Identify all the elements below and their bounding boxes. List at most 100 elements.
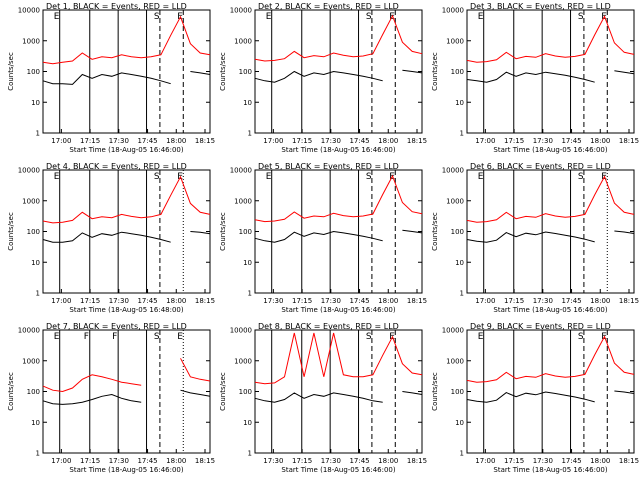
x-tick-label: 17:45	[349, 457, 369, 465]
lld-series-line	[180, 358, 211, 382]
x-axis-label: Start Time (18-Aug-05 16:48:00)	[69, 306, 183, 314]
x-tick-label: 18:00	[378, 457, 398, 465]
time-marker-label: E	[266, 172, 272, 182]
y-tick-label: 1000	[446, 357, 464, 365]
x-tick-label: 18:00	[166, 297, 186, 305]
lld-series-line	[254, 14, 423, 62]
time-marker-label: S	[154, 172, 160, 182]
events-series-line	[466, 231, 595, 243]
events-series-line	[42, 393, 142, 405]
x-axis-label: Start Time (18-Aug-05 16:46:00)	[493, 306, 607, 314]
chart-title: Det 5, BLACK = Events, RED = LLD	[258, 162, 399, 171]
x-tick-label: 18:15	[407, 457, 427, 465]
x-tick-label: 17:45	[349, 137, 369, 145]
y-tick-label: 10	[455, 99, 464, 107]
y-tick-label: 10000	[230, 7, 252, 15]
y-tick-label: 10	[31, 259, 40, 267]
events-series-line	[614, 70, 635, 75]
y-tick-label: 1	[248, 290, 252, 298]
y-tick-label: 10000	[18, 7, 40, 15]
time-marker-label: S	[154, 12, 160, 22]
y-axis-label: Counts/sec	[431, 52, 439, 91]
x-tick-label: 17:00	[475, 297, 495, 305]
y-tick-label: 1	[36, 130, 40, 138]
chart-title: Det 3, BLACK = Events, RED = LLD	[470, 2, 611, 11]
x-tick-label: 17:00	[263, 137, 283, 145]
y-tick-label: 10000	[230, 167, 252, 175]
chart-panel-6: Det 6, BLACK = Events, RED = LLD 1 10 100 10…	[431, 162, 639, 314]
lld-series-line	[466, 335, 635, 383]
x-tick-label: 17:00	[51, 297, 71, 305]
x-tick-label: 18:15	[619, 457, 639, 465]
events-series-line	[402, 391, 423, 395]
x-tick-label: 17:45	[561, 297, 581, 305]
y-tick-label: 100	[239, 228, 252, 236]
time-marker-label: E	[266, 12, 272, 22]
x-axis-label: Start Time (18-Aug-05 16:46:00)	[281, 466, 395, 474]
x-tick-label: 17:30	[321, 137, 341, 145]
time-marker-label: S	[578, 172, 584, 182]
time-marker-label: E	[54, 172, 60, 182]
x-tick-label: 17:45	[137, 297, 157, 305]
y-axis-label: Counts/sec	[431, 372, 439, 411]
chart-panel-2: Det 2, BLACK = Events, RED = LLD 1 10 100 10…	[219, 2, 427, 154]
x-tick-label: 17:45	[561, 137, 581, 145]
y-tick-label: 10	[455, 259, 464, 267]
x-tick-label: 18:15	[195, 297, 215, 305]
x-tick-label: 17:15	[80, 457, 100, 465]
x-tick-label: 17:30	[109, 457, 129, 465]
x-axis-label: Start Time (18-Aug-05 16:46:00)	[69, 466, 183, 474]
y-tick-label: 1	[36, 450, 40, 458]
y-axis-label: Counts/sec	[219, 372, 227, 411]
y-tick-label: 100	[239, 68, 252, 76]
x-axis-label: Start Time (18-Aug-05 16:46:00)	[493, 146, 607, 154]
time-marker-label: E	[177, 332, 183, 342]
x-tick-label: 17:45	[349, 297, 369, 305]
y-tick-label: 10	[31, 99, 40, 107]
y-tick-label: 100	[27, 388, 40, 396]
y-tick-label: 1	[36, 290, 40, 298]
x-tick-label: 18:00	[590, 297, 610, 305]
y-tick-label: 1000	[234, 37, 252, 45]
events-series-line	[614, 230, 635, 234]
x-tick-label: 18:15	[407, 297, 427, 305]
y-tick-label: 1000	[234, 197, 252, 205]
x-tick-label: 18:00	[378, 297, 398, 305]
x-tick-label: 18:15	[195, 137, 215, 145]
lld-series-line	[254, 332, 423, 385]
x-tick-label: 17:45	[137, 457, 157, 465]
time-marker-label: E	[478, 332, 484, 342]
x-tick-label: 17:15	[80, 137, 100, 145]
x-tick-label: 17:15	[504, 297, 524, 305]
time-marker-label: S	[366, 332, 372, 342]
events-series-line	[402, 69, 423, 74]
y-tick-label: 10000	[442, 327, 464, 335]
events-series-line	[190, 71, 211, 75]
chart-panel-1: Det 1, BLACK = Events, RED = LLD 1 10 100 10…	[7, 2, 215, 154]
x-axis-label: Start Time (18-Aug-05 16:46:00)	[281, 306, 395, 314]
x-tick-label: 17:15	[292, 137, 312, 145]
x-tick-label: 18:15	[407, 137, 427, 145]
x-tick-label: 17:30	[263, 457, 283, 465]
y-tick-label: 1	[460, 290, 464, 298]
x-tick-label: 17:30	[321, 457, 341, 465]
time-marker-label: F	[84, 332, 89, 342]
x-tick-label: 18:15	[195, 457, 215, 465]
y-tick-label: 1	[248, 450, 252, 458]
time-marker-label: S	[366, 12, 372, 22]
x-tick-label: 17:30	[533, 457, 553, 465]
y-tick-label: 100	[27, 228, 40, 236]
time-marker-label: F	[112, 332, 117, 342]
x-tick-label: 18:00	[378, 137, 398, 145]
x-tick-label: 17:30	[109, 137, 129, 145]
chart-panel-5: Det 5, BLACK = Events, RED = LLD 1 10 100 10…	[219, 162, 427, 314]
chart-title: Det 8, BLACK = Events, RED = LLD	[258, 322, 399, 331]
y-tick-label: 10000	[442, 7, 464, 15]
x-tick-label: 18:00	[166, 137, 186, 145]
chart-panel-8: Det 8, BLACK = Events, RED = LLD 1 10 100 10…	[219, 322, 427, 474]
x-tick-label: 18:00	[590, 137, 610, 145]
y-tick-label: 1000	[234, 357, 252, 365]
x-tick-label: 17:15	[504, 457, 524, 465]
chart-title: Det 1, BLACK = Events, RED = LLD	[46, 2, 187, 11]
